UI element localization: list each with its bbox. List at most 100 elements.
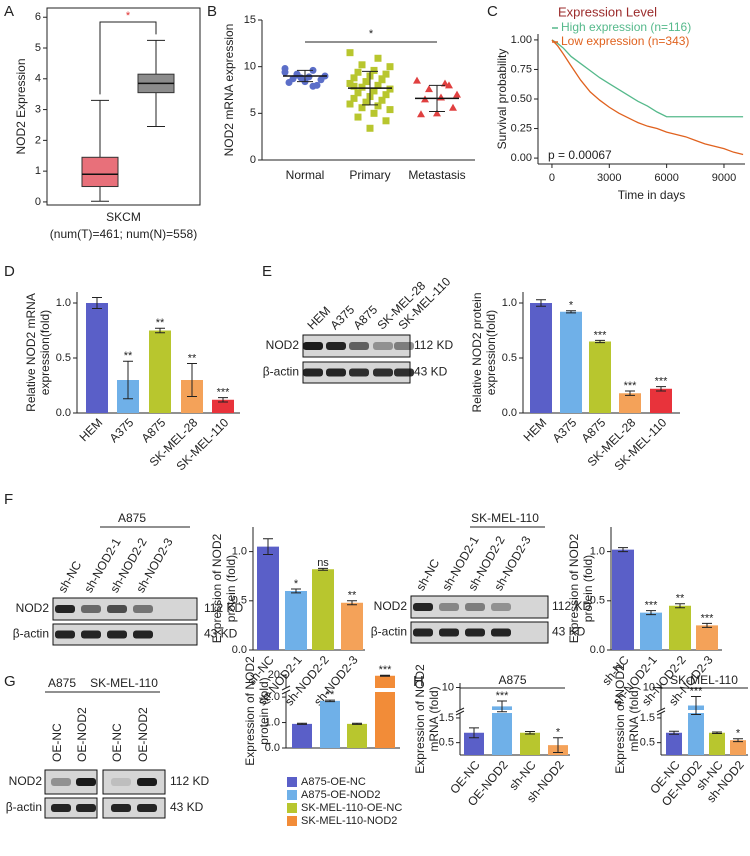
significance: ** — [156, 317, 165, 329]
row-label: β-actin — [6, 800, 42, 814]
significance: *** — [496, 690, 510, 702]
error-bar — [187, 363, 197, 397]
sd-bar — [429, 84, 445, 112]
y-tick-label: 0.0 — [265, 742, 280, 754]
legend-swatch — [287, 803, 297, 813]
point — [433, 109, 441, 117]
lane-label: sh-NC — [413, 556, 442, 593]
y-tick-label: 1.0 — [590, 546, 605, 558]
panel-label: D — [4, 263, 15, 280]
x-tick-label: 6000 — [654, 172, 678, 184]
point — [437, 93, 445, 101]
x-axis-sublabel: (num(T)=461; num(N)=558) — [50, 227, 197, 241]
y-tick-label: 20 — [268, 669, 280, 681]
bar — [589, 341, 611, 413]
y-tick-label: 1.00 — [511, 34, 532, 46]
point — [386, 106, 394, 114]
blot-title: A875 — [48, 676, 76, 690]
blot-band — [133, 630, 153, 639]
y-axis-label: Relative NOD2 protein — [470, 292, 484, 412]
blot-band — [81, 630, 101, 639]
y-tick-label: 0.5 — [56, 352, 71, 364]
row-label: NOD2 — [266, 338, 300, 352]
y-tick-label: 15 — [244, 14, 256, 26]
lane-label: sh-NC — [55, 558, 84, 595]
error-bar — [595, 339, 605, 344]
point — [358, 104, 366, 112]
point — [346, 100, 354, 108]
chart-title: SK-MEL-110 — [670, 673, 738, 687]
error-bar — [566, 310, 576, 314]
blot-band — [394, 342, 414, 350]
row-label: NOD2 — [16, 601, 50, 615]
bar — [560, 311, 582, 413]
error-bar — [325, 699, 335, 703]
significance: * — [369, 28, 374, 40]
panel-label: C — [487, 3, 498, 20]
size-label: 43 KD — [552, 625, 586, 639]
error-bar — [291, 588, 301, 594]
blot-band — [133, 605, 153, 613]
y-tick-label: 5 — [35, 42, 41, 54]
box — [81, 156, 119, 188]
point — [374, 102, 382, 110]
y-tick-label: 0.0 — [502, 407, 517, 419]
error-bar — [155, 327, 165, 334]
point — [382, 91, 390, 99]
significance: ** — [326, 689, 335, 701]
bar — [347, 723, 367, 748]
point — [358, 61, 366, 69]
x-tick-label: Metastasis — [408, 168, 465, 182]
point — [382, 70, 390, 78]
lane-label: HEM — [304, 304, 333, 333]
y-tick-label: 1 — [35, 165, 41, 177]
blot-title: A875 — [118, 511, 146, 525]
point — [346, 49, 354, 57]
significance: ** — [676, 593, 685, 605]
error-bar — [123, 360, 133, 400]
size-label: 112 KD — [204, 601, 243, 615]
legend-label: Low expression (n=343) — [561, 34, 689, 48]
blot-title: SK-MEL-110 — [471, 511, 539, 525]
blot-band — [137, 804, 157, 812]
size-label: 43 KD — [204, 627, 238, 641]
y-tick-label: 1.0 — [56, 297, 71, 309]
blot-band — [413, 603, 433, 611]
y-tick-label: 0.0 — [590, 644, 605, 656]
lane-label: OE-NC — [110, 723, 124, 762]
panel-label: B — [207, 3, 217, 20]
error-bar — [618, 547, 628, 553]
sd-bar — [362, 70, 378, 106]
p-value: p = 0.00067 — [548, 148, 612, 162]
blot-band — [326, 342, 346, 350]
point — [285, 79, 293, 87]
blot-band — [413, 628, 433, 637]
bar — [688, 705, 704, 755]
chart-title: A875 — [498, 673, 526, 687]
y-tick-label: 0.0 — [232, 644, 247, 656]
point — [386, 63, 394, 71]
point — [441, 79, 449, 87]
y-tick-label: 5 — [250, 107, 256, 119]
blot-band — [349, 368, 369, 377]
y-tick-label: 6 — [35, 11, 41, 23]
significance: *** — [379, 664, 393, 676]
bar — [640, 612, 662, 650]
blot-band — [465, 628, 485, 637]
error-bar — [92, 297, 102, 309]
point — [382, 117, 390, 125]
panel-label: H — [413, 673, 424, 690]
y-tick-label: 1.0 — [265, 716, 280, 728]
point — [317, 76, 325, 84]
significance: *** — [701, 612, 715, 624]
error-bar — [646, 610, 656, 616]
error-bar — [263, 538, 273, 556]
significance: *** — [624, 380, 638, 392]
point — [413, 76, 421, 84]
y-axis-label: Expression of NOD2 — [243, 656, 257, 766]
error-bar — [733, 738, 743, 743]
point — [354, 68, 362, 76]
y-tick-label: 0.50 — [511, 93, 532, 105]
y-tick-label: 10 — [244, 61, 256, 73]
